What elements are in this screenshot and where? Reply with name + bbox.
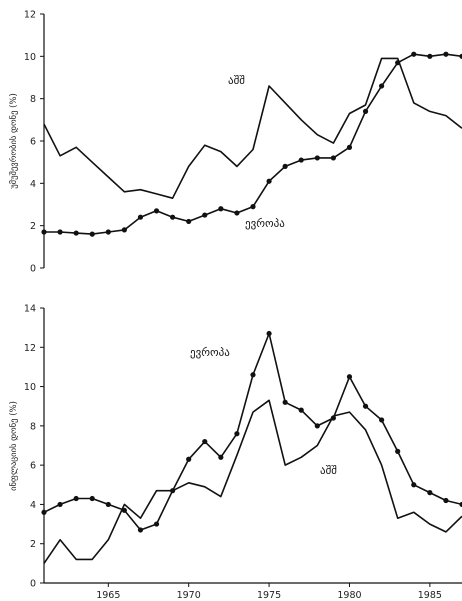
data-point bbox=[218, 206, 224, 212]
data-point bbox=[346, 374, 353, 380]
data-point bbox=[202, 212, 208, 218]
y-tick-label: 10 bbox=[24, 382, 36, 393]
data-point bbox=[266, 178, 272, 184]
unemployment-chart: 0 2 4 6 8 10 12 უმუშევრობის დონე (%) აშშ ევროპ… bbox=[8, 10, 462, 275]
data-point bbox=[330, 155, 336, 161]
series-line-usa bbox=[43, 57, 462, 199]
y-tick-label: 10 bbox=[24, 52, 36, 63]
x-tick-label: 1985 bbox=[418, 590, 442, 601]
data-point bbox=[89, 231, 95, 237]
data-point bbox=[443, 51, 449, 57]
y-tick-label: 12 bbox=[24, 10, 36, 21]
data-point bbox=[170, 214, 176, 220]
data-point bbox=[153, 208, 160, 214]
data-point bbox=[282, 163, 288, 169]
data-point bbox=[330, 415, 336, 421]
data-point bbox=[73, 230, 79, 236]
data-point bbox=[57, 501, 63, 508]
data-point bbox=[41, 509, 47, 515]
data-point bbox=[411, 51, 417, 57]
data-point bbox=[395, 60, 401, 66]
data-point bbox=[250, 204, 256, 210]
y-tick-label: 8 bbox=[30, 94, 36, 105]
data-point bbox=[121, 507, 127, 513]
y-tick-label: 0 bbox=[30, 579, 36, 590]
data-point bbox=[57, 229, 63, 235]
y-tick-label: 4 bbox=[30, 179, 36, 190]
y-axis-title: უმუშევრობის დონე (%) bbox=[8, 93, 19, 189]
data-point bbox=[379, 83, 385, 89]
x-tick-label: 1970 bbox=[177, 590, 201, 601]
data-point bbox=[298, 157, 304, 163]
data-point bbox=[266, 330, 272, 337]
data-point bbox=[153, 521, 160, 527]
data-point bbox=[346, 144, 353, 150]
data-point bbox=[459, 53, 462, 59]
x-tick-label: 1975 bbox=[257, 590, 281, 601]
data-point bbox=[41, 229, 47, 235]
data-point bbox=[186, 456, 192, 462]
data-point bbox=[379, 417, 385, 423]
series-line-europe bbox=[43, 332, 462, 531]
data-point bbox=[218, 454, 224, 460]
y-axis-title: ინფლაციის დონე (%) bbox=[8, 401, 19, 491]
data-point bbox=[137, 527, 144, 533]
data-point bbox=[427, 490, 433, 496]
y-tick-label: 8 bbox=[30, 421, 36, 432]
series-line-usa bbox=[43, 399, 462, 564]
data-point bbox=[282, 399, 288, 405]
data-point bbox=[73, 495, 79, 502]
series-group bbox=[41, 330, 462, 564]
data-point bbox=[137, 214, 144, 220]
data-point bbox=[234, 210, 240, 216]
annotation-europe: ევროპა bbox=[190, 346, 230, 359]
data-point bbox=[202, 438, 208, 445]
y-tick-label: 2 bbox=[30, 221, 36, 232]
data-point bbox=[105, 229, 111, 235]
series-group bbox=[41, 51, 462, 237]
data-point bbox=[362, 403, 369, 409]
annotation-usa: აშშ bbox=[228, 74, 245, 87]
data-point bbox=[298, 407, 304, 413]
x-ticks: 1965 1970 1975 1980 1985 bbox=[96, 583, 442, 601]
data-point bbox=[362, 108, 369, 114]
x-tick-label: 1965 bbox=[96, 590, 120, 601]
data-point bbox=[105, 501, 111, 508]
data-point bbox=[170, 488, 176, 494]
y-tick-label: 14 bbox=[24, 304, 36, 315]
data-point bbox=[459, 501, 462, 508]
y-tick-label: 6 bbox=[30, 137, 36, 148]
inflation-chart: 0 2 4 6 8 10 12 14 1965 1970 1975 1980 1985 ინფლაცი… bbox=[8, 304, 462, 601]
x-tick-label: 1980 bbox=[337, 590, 361, 601]
data-point bbox=[234, 431, 240, 437]
data-point bbox=[427, 53, 433, 59]
y-tick-label: 4 bbox=[30, 500, 36, 511]
annotation-usa: აშშ bbox=[320, 464, 337, 477]
data-point bbox=[314, 423, 320, 429]
data-point bbox=[89, 495, 95, 502]
data-point bbox=[314, 155, 320, 161]
annotation-europe: ევროპა bbox=[245, 217, 285, 230]
y-ticks: 0 2 4 6 8 10 12 bbox=[24, 10, 44, 275]
y-tick-label: 0 bbox=[30, 264, 36, 275]
data-point bbox=[121, 227, 127, 233]
y-ticks: 0 2 4 6 8 10 12 14 bbox=[24, 304, 44, 590]
data-point bbox=[186, 218, 192, 225]
data-point bbox=[411, 482, 417, 488]
data-point bbox=[250, 372, 256, 378]
y-tick-label: 12 bbox=[24, 343, 36, 354]
y-tick-label: 6 bbox=[30, 461, 36, 472]
y-tick-label: 2 bbox=[30, 539, 36, 550]
data-point bbox=[443, 497, 449, 504]
data-point bbox=[395, 448, 401, 454]
